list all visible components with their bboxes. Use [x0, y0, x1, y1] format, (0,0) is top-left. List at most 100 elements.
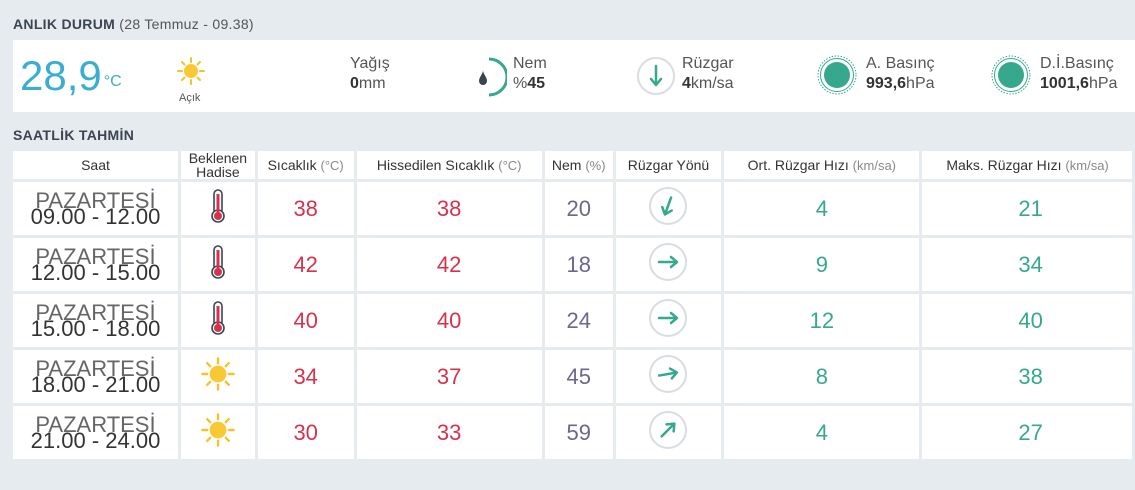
humidity-value: 45	[527, 75, 546, 92]
wind-direction-icon	[649, 298, 688, 337]
day-label: PAZARTESİ	[35, 355, 156, 381]
max-wind-cell: 27	[922, 406, 1132, 459]
humidity-cell: 20	[544, 182, 613, 235]
header-nem: Nem (%)	[544, 151, 613, 179]
precipitation-label: Yağış	[350, 55, 390, 72]
time-cell: PAZARTESİ 12.00 - 15.00	[13, 238, 178, 291]
feels-like-cell: 42	[356, 238, 542, 291]
table-row: PAZARTESİ 18.00 - 21.00 34 37 45 8 38	[13, 350, 1132, 403]
max-wind-value: 38	[1018, 363, 1043, 389]
feels-like-cell: 37	[356, 350, 542, 403]
table-row: PAZARTESİ 21.00 - 24.00 30 33 59 4 27	[13, 406, 1132, 459]
hourly-section-title: SAATLİK TAHMİN	[13, 127, 135, 143]
sea-pressure-icon	[991, 55, 1031, 95]
pressure-label: A. Basınç	[866, 55, 935, 72]
header-maks-label: Maks. Rüzgar Hızı	[946, 156, 1062, 173]
header-nem-unit: (%)	[585, 157, 606, 173]
temperature-cell: 42	[257, 238, 354, 291]
sea-pressure-value: 1001,6	[1040, 75, 1089, 92]
wind-unit: km/sa	[690, 75, 734, 92]
current-panel: 28,9 °C Açık Yağış 0mm Nem %45	[13, 40, 1135, 112]
thermometer-icon	[209, 244, 227, 285]
pressure-icon	[817, 55, 857, 95]
condition-cell	[180, 294, 255, 347]
header-hissedilen: Hissedilen Sıcaklık (°C)	[356, 151, 542, 179]
time-range: 18.00 - 21.00	[30, 371, 161, 397]
day-label: PAZARTESİ	[35, 411, 156, 437]
avg-wind-cell: 8	[724, 350, 920, 403]
header-hissedilen-unit: (°C)	[498, 157, 522, 173]
temperature-cell: 38	[257, 182, 354, 235]
humidity-cell: 18	[544, 238, 613, 291]
max-wind-value: 27	[1018, 419, 1043, 445]
table-row: PAZARTESİ 09.00 - 12.00 38 38 20 4 21	[13, 182, 1132, 235]
header-hadise: Beklenen Hadise	[180, 150, 255, 179]
current-condition: Açık	[179, 92, 201, 104]
sea-pressure-unit: hPa	[1088, 75, 1118, 92]
header-maks-unit: (km/sa)	[1065, 157, 1109, 173]
feels-like-cell: 38	[356, 182, 542, 235]
header-saat: Saat	[13, 151, 178, 179]
time-cell: PAZARTESİ 09.00 - 12.00	[13, 182, 178, 235]
precipitation-value: 0	[350, 75, 359, 92]
header-ort-unit: (km/sa)	[852, 157, 897, 173]
header-hadise-line1: Beklenen	[188, 150, 248, 166]
pressure-value: 993,6	[866, 75, 907, 92]
max-wind-cell: 21	[922, 182, 1132, 235]
wind-direction-cell	[615, 182, 722, 235]
wind: Rüzgar 4km/sa	[637, 54, 734, 95]
precipitation: Yağış 0mm	[350, 54, 390, 94]
humidity: Nem %45	[479, 54, 547, 97]
max-wind-value: 34	[1018, 251, 1043, 277]
header-nem-label: Nem	[551, 156, 582, 173]
max-wind-cell: 40	[922, 294, 1132, 347]
time-range: 15.00 - 18.00	[30, 315, 161, 341]
condition-cell	[180, 182, 255, 235]
thermometer-icon	[209, 188, 227, 229]
thermometer-icon	[209, 300, 227, 341]
humidity-label: Nem	[513, 55, 547, 72]
header-sicaklik-unit: (°C)	[320, 157, 344, 173]
wind-direction-cell	[615, 406, 722, 459]
header-sicaklik: Sıcaklık (°C)	[257, 151, 354, 179]
header-ort-ruzgar: Ort. Rüzgar Hızı (km/sa)	[724, 151, 920, 179]
current-temperature: 28,9 °C	[20, 54, 122, 98]
day-label: PAZARTESİ	[35, 243, 156, 269]
pressure-unit: hPa	[906, 75, 935, 92]
wind-direction-cell	[615, 294, 722, 347]
wind-label: Rüzgar	[682, 55, 734, 72]
sea-pressure-label: D.İ.Basınç	[1040, 55, 1114, 72]
time-range: 09.00 - 12.00	[30, 203, 161, 229]
current-timestamp: (28 Temmuz - 09.38)	[119, 16, 254, 32]
current-temperature-unit: °C	[103, 73, 122, 90]
feels-like-cell: 33	[356, 406, 542, 459]
time-range: 12.00 - 15.00	[30, 259, 161, 285]
condition-cell	[180, 406, 255, 459]
current-sky: Açık	[176, 56, 216, 104]
temperature-cell: 30	[257, 406, 354, 459]
sun-icon	[200, 412, 236, 453]
avg-wind-cell: 4	[724, 406, 920, 459]
header-maks-ruzgar: Maks. Rüzgar Hızı (km/sa)	[922, 151, 1132, 179]
humidity-cell: 24	[544, 294, 613, 347]
header-sicaklik-label: Sıcaklık	[267, 156, 317, 173]
avg-wind-cell: 4	[724, 182, 920, 235]
pressure: A. Basınç 993,6hPa	[817, 54, 935, 95]
wind-direction-cell	[615, 350, 722, 403]
sea-pressure: D.İ.Basınç 1001,6hPa	[991, 54, 1118, 95]
wind-direction-cell	[615, 238, 722, 291]
humidity-cell: 45	[544, 350, 613, 403]
temperature-cell: 40	[257, 294, 354, 347]
header-ruzgar-yonu: Rüzgar Yönü	[615, 151, 722, 179]
humidity-cell: 59	[544, 406, 613, 459]
time-cell: PAZARTESİ 18.00 - 21.00	[13, 350, 178, 403]
wind-direction-icon	[649, 354, 688, 393]
avg-wind-cell: 9	[724, 238, 920, 291]
current-title: ANLIK DURUM	[13, 16, 116, 32]
avg-wind-cell: 12	[724, 294, 920, 347]
table-row: PAZARTESİ 15.00 - 18.00 40 40 24 12 40	[13, 294, 1132, 347]
max-wind-cell: 34	[922, 238, 1132, 291]
day-label: PAZARTESİ	[35, 187, 156, 213]
hourly-table: Saat Beklenen Hadise Sıcaklık (°C) Hisse…	[10, 148, 1135, 462]
